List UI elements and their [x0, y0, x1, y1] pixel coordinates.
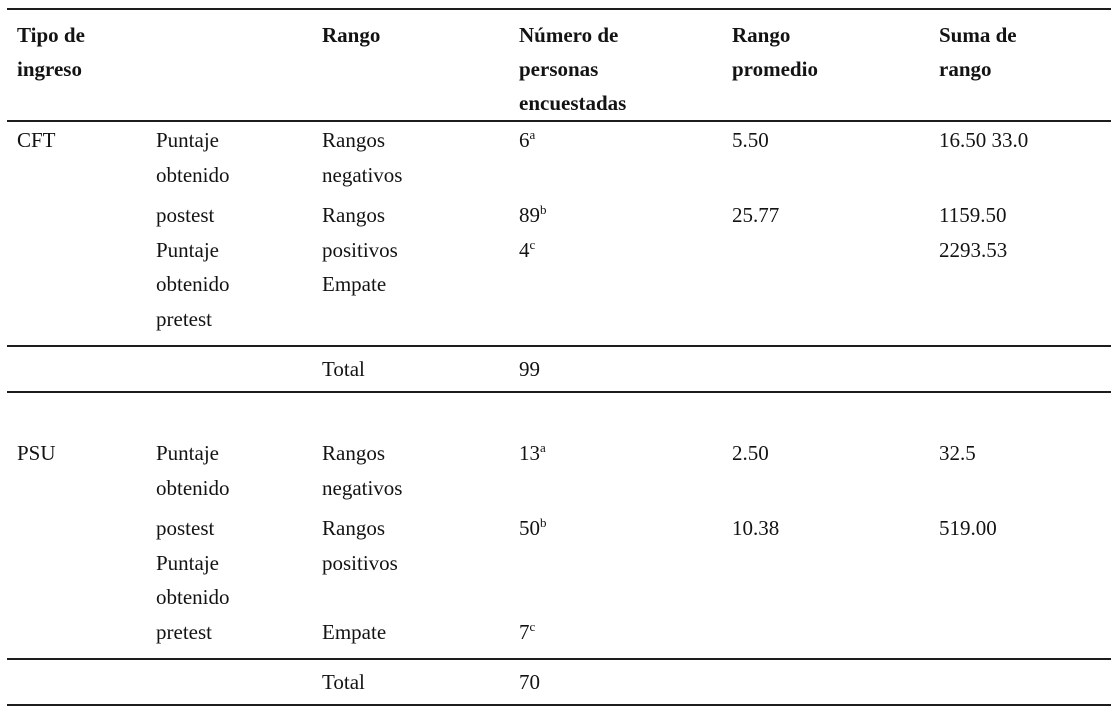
table-cell: positivos [322, 550, 398, 575]
table-cell: postest [156, 516, 215, 540]
table-cell: 1159.50 [939, 203, 1007, 227]
table-cell: 89b [519, 202, 547, 227]
table-row: obtenido [7, 585, 1111, 620]
table-row: postest Rangos 50b 10.38 519.00 [7, 516, 1111, 551]
table-top-rule [7, 8, 1111, 10]
psu-total-row: Total 70 [7, 660, 1111, 704]
table-row: pretest [7, 307, 1111, 342]
column-header-suma-de-rango: Suma de rango [939, 23, 1017, 81]
psu-total-value: 70 [519, 669, 540, 694]
psu-total-label: Total [322, 669, 365, 694]
table-row: PSU Puntaje Rangos 13a 2.50 32.5 [7, 441, 1111, 476]
cft-section-body: CFT Puntaje Rangos 6a 5.50 16.50 33.0 obtenido… [7, 122, 1111, 345]
cft-total-label: Total [322, 356, 365, 381]
table-cell: Puntaje [156, 441, 219, 465]
table-cell: obtenido [156, 585, 230, 609]
superscript-note: b [540, 202, 547, 217]
superscript-note: a [529, 127, 536, 142]
table-cell: Rangos [322, 516, 385, 540]
table-cell: obtenido [156, 272, 230, 296]
table-cell: positivos [322, 237, 398, 262]
table-row: obtenido negativos [7, 476, 1111, 511]
cft-total-top-rule [7, 345, 1111, 347]
table-cell: obtenido [156, 162, 230, 187]
table-cell: negativos [322, 162, 403, 187]
section-gap [7, 393, 1111, 435]
table-row: obtenido negativos [7, 163, 1111, 198]
table-row: pretest Empate 7c [7, 620, 1111, 655]
table-cell: 16.50 33.0 [939, 128, 1029, 152]
column-header-rango: Rango [322, 23, 381, 47]
cft-total-value: 99 [519, 356, 540, 381]
table-cell: obtenido [156, 475, 230, 500]
table-cell: postest [156, 203, 215, 227]
table-cell: PSU [17, 441, 56, 465]
psu-total-top-rule [7, 658, 1111, 660]
table-row: obtenido Empate [7, 272, 1111, 307]
table-cell: negativos [322, 475, 403, 500]
table-cell: Rangos [322, 203, 385, 227]
superscript-note: a [540, 440, 546, 455]
column-header-tipo-de-ingreso: Tipo de ingreso [17, 23, 85, 81]
table-row: postest Rangos 89b 25.77 1159.50 [7, 203, 1111, 238]
table-cell: 25.77 [732, 203, 780, 227]
column-header-rango-promedio: Rango promedio [732, 23, 818, 81]
table-cell: 6a [519, 127, 536, 152]
superscript-note: c [529, 236, 536, 252]
table-cell: pretest [156, 306, 212, 331]
column-header-numero-personas: Número de personas encuestadas [519, 23, 627, 115]
table-cell: 4c [519, 236, 536, 262]
table-cell: CFT [17, 128, 56, 152]
table-cell: 50b [519, 515, 547, 540]
superscript-note: c [529, 618, 536, 634]
table-cell: 32.5 [939, 441, 976, 465]
table-cell: pretest [156, 619, 212, 644]
table-cell: Puntaje [156, 128, 219, 152]
table-cell: Empate [322, 619, 387, 644]
table-cell: 5.50 [732, 128, 769, 152]
table-header-row: Tipo de ingreso Rango Número de personas… [7, 10, 1111, 120]
header-bottom-rule [7, 120, 1111, 122]
table-cell: Rangos [322, 441, 385, 465]
table-cell: Rangos [322, 128, 385, 152]
table-cell: 2293.53 [939, 237, 1008, 262]
ranks-table: Tipo de ingreso Rango Número de personas… [7, 8, 1111, 706]
table-cell: Puntaje [156, 237, 219, 262]
cft-total-bottom-rule [7, 391, 1111, 393]
table-cell: 2.50 [732, 441, 769, 465]
cft-total-row: Total 99 [7, 347, 1111, 391]
table-cell: 10.38 [732, 516, 780, 540]
superscript-note: b [540, 515, 547, 530]
table-row: Puntaje positivos 4c 2293.53 [7, 238, 1111, 273]
table-cell: 519.00 [939, 516, 997, 540]
table-row: CFT Puntaje Rangos 6a 5.50 16.50 33.0 [7, 128, 1111, 163]
table-cell: Puntaje [156, 550, 219, 575]
psu-section-body: PSU Puntaje Rangos 13a 2.50 32.5 obtenido negat… [7, 435, 1111, 658]
table-row: Puntaje positivos [7, 551, 1111, 586]
table-cell: Empate [322, 272, 387, 296]
table-cell: 13a [519, 440, 546, 465]
table-cell: 7c [519, 618, 536, 644]
